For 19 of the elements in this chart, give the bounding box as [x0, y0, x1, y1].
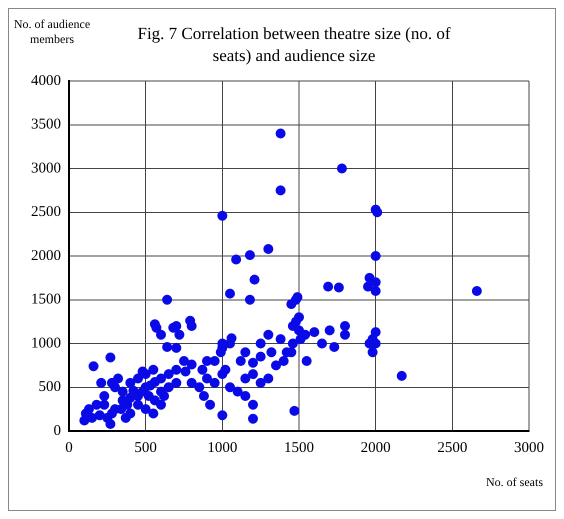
- y-tick-label: 2000: [31, 248, 61, 264]
- y-tick-label: 4000: [31, 72, 61, 89]
- y-tick-label: 1500: [31, 292, 61, 308]
- x-tick-label: 3000: [514, 440, 544, 456]
- x-tick-label: 0: [65, 440, 73, 456]
- x-tick-label: 2500: [437, 440, 468, 456]
- y-tick-label: 2500: [31, 204, 61, 220]
- y-tick-label: 500: [38, 379, 61, 396]
- y-tick-label: 3000: [31, 160, 61, 176]
- x-tick-label: 2000: [360, 440, 391, 456]
- y-tick-label: 3500: [31, 116, 61, 133]
- y-axis-title: No. of audience members: [13, 17, 91, 47]
- y-tick-label: 0: [54, 422, 61, 439]
- chart-title: Fig. 7 Correlation between theatre size (no. of seats) and audience size: [136, 23, 452, 67]
- y-tick-label: 1000: [31, 335, 61, 352]
- x-tick-label: 1000: [207, 440, 238, 456]
- x-axis-title: No. of seats: [486, 475, 543, 490]
- x-tick-label: 1500: [284, 440, 314, 456]
- x-tick-label: 500: [134, 440, 157, 456]
